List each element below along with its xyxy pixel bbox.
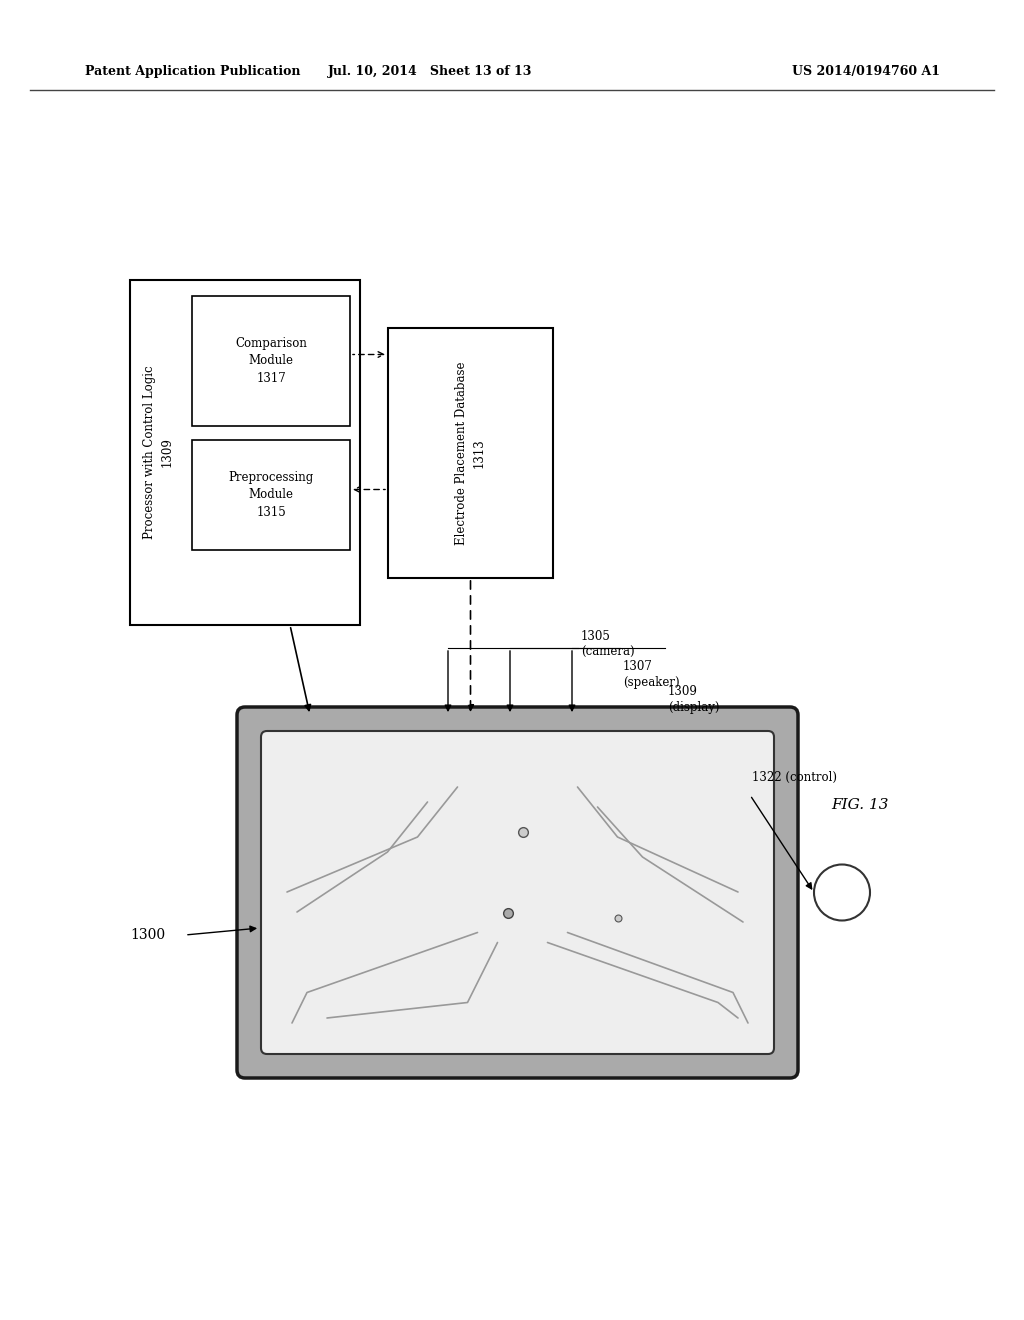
Bar: [193, 296, 350, 426]
Text: 1305
(camera): 1305 (camera): [581, 630, 635, 659]
FancyBboxPatch shape: [261, 731, 774, 1053]
Text: 1307
(speaker): 1307 (speaker): [623, 660, 680, 689]
Text: Processor with Control Logic
1309: Processor with Control Logic 1309: [142, 366, 173, 540]
Bar: [193, 440, 350, 550]
Text: 1309
(display): 1309 (display): [668, 685, 720, 714]
Text: Electrode Placement Database
1313: Electrode Placement Database 1313: [455, 362, 486, 545]
Text: US 2014/0194760 A1: US 2014/0194760 A1: [792, 66, 940, 78]
Text: 1322 (control): 1322 (control): [752, 771, 837, 784]
FancyBboxPatch shape: [237, 708, 798, 1078]
Text: Comparison
Module
1317: Comparison Module 1317: [236, 337, 307, 385]
Text: Preprocessing
Module
1315: Preprocessing Module 1315: [228, 470, 313, 520]
Text: 1300: 1300: [130, 928, 166, 942]
Bar: [130, 280, 360, 624]
Text: FIG. 13: FIG. 13: [831, 799, 889, 812]
Text: Patent Application Publication: Patent Application Publication: [85, 66, 300, 78]
Bar: [388, 327, 553, 578]
Text: Jul. 10, 2014   Sheet 13 of 13: Jul. 10, 2014 Sheet 13 of 13: [328, 66, 532, 78]
